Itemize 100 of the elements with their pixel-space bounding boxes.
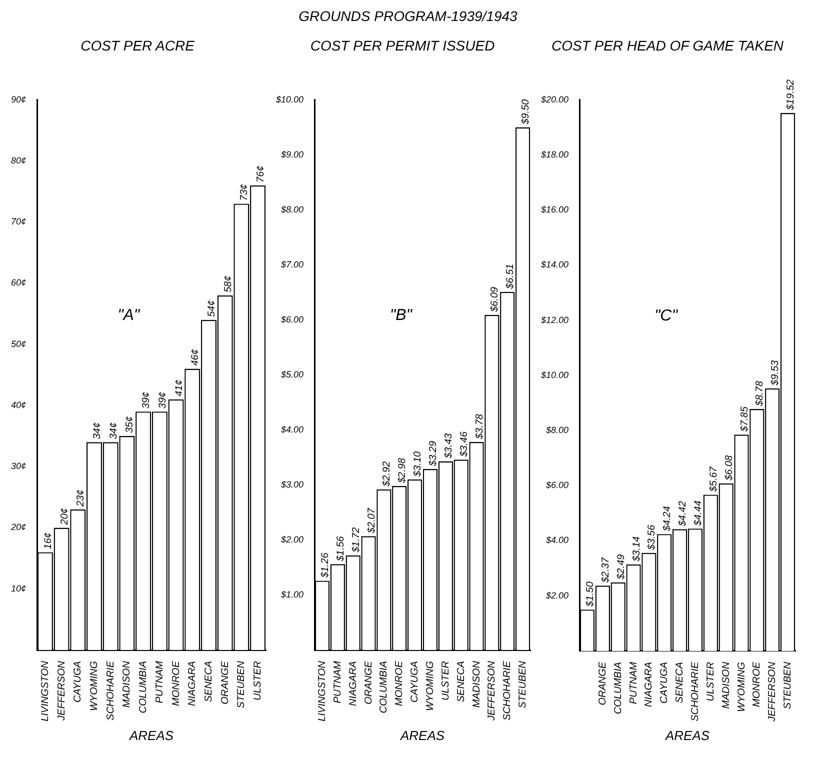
data-label: $1.26 bbox=[320, 552, 332, 579]
x-tick-label: ORANGE bbox=[363, 660, 374, 704]
x-tick-label: SCHOHARIE bbox=[502, 660, 514, 720]
data-label: $9.50 bbox=[520, 98, 532, 126]
data-label: 34¢ bbox=[108, 422, 120, 440]
x-tick-label: SCHOHARIE bbox=[690, 662, 702, 722]
x-tick-label: NIAGARA bbox=[348, 660, 359, 706]
data-label: 16¢ bbox=[42, 532, 54, 550]
data-label: 23¢ bbox=[76, 489, 87, 508]
data-label: 54¢ bbox=[206, 300, 218, 317]
x-tick-label: MONROE bbox=[752, 662, 763, 707]
data-label: $2.92 bbox=[382, 460, 393, 488]
data-label: $2.49 bbox=[616, 554, 627, 580]
data-label: $8.78 bbox=[754, 380, 766, 407]
x-tick-label: PUTNAM bbox=[628, 661, 640, 704]
y-tick-label: $10.00 bbox=[540, 370, 569, 380]
x-tick-label: ULSTER bbox=[705, 662, 716, 702]
x-tick-label: STEUBEN bbox=[782, 661, 794, 710]
data-label: $3.43 bbox=[443, 432, 454, 460]
x-tick-label: JEFFERSON bbox=[56, 660, 68, 722]
y-tick-label: $6.00 bbox=[280, 314, 304, 324]
y-tick-label: $2.00 bbox=[280, 534, 304, 544]
x-tick-label: STEUBEN bbox=[518, 660, 529, 708]
x-axis-title: AREAS bbox=[664, 728, 710, 743]
y-tick-label: 80¢ bbox=[10, 155, 26, 166]
y-tick-label: 40¢ bbox=[10, 400, 26, 410]
x-tick-label: SCHOHARIE bbox=[105, 660, 116, 720]
x-tick-label: CAYUGA bbox=[72, 660, 84, 703]
x-tick-label: ORANGE bbox=[597, 662, 608, 706]
data-label: 73¢ bbox=[239, 184, 250, 201]
y-tick-label: 60¢ bbox=[10, 278, 26, 288]
y-tick-label: $4.00 bbox=[544, 535, 569, 546]
x-tick-label: SENECA bbox=[456, 660, 467, 702]
x-tick-label: LIVINGSTON bbox=[40, 660, 51, 722]
y-tick-label: 30¢ bbox=[10, 461, 26, 472]
data-label: $4.24 bbox=[662, 506, 674, 532]
data-label: 58¢ bbox=[222, 275, 234, 292]
x-tick-label: MADISON bbox=[471, 660, 482, 708]
data-label: $19.52 bbox=[786, 79, 797, 112]
y-tick-label: $4.00 bbox=[280, 424, 304, 434]
data-label: $2.98 bbox=[397, 458, 408, 484]
x-tick-label: CAYUGA bbox=[659, 662, 670, 704]
data-label: $6.08 bbox=[724, 454, 735, 482]
annotation: "A" bbox=[118, 306, 141, 324]
annotation: "B" bbox=[390, 306, 414, 324]
y-tick-label: $2.00 bbox=[544, 590, 569, 600]
x-tick-label: SENECA bbox=[204, 660, 215, 702]
x-tick-label: MADISON bbox=[720, 661, 732, 709]
y-tick-label: 90¢ bbox=[10, 94, 26, 104]
x-tick-label: COLUMBIA bbox=[138, 660, 150, 714]
y-tick-label: $10.00 bbox=[274, 94, 304, 104]
chart-title: COST PER PERMIT ISSUED bbox=[310, 37, 495, 54]
x-tick-label: MADISON bbox=[122, 660, 133, 708]
x-tick-label: PUTNAM bbox=[154, 660, 166, 704]
data-label: $6.51 bbox=[505, 264, 516, 290]
data-label: $5.67 bbox=[708, 466, 720, 493]
x-tick-label: ULSTER bbox=[440, 661, 452, 700]
data-label: 39¢ bbox=[157, 391, 168, 409]
data-label: $9.53 bbox=[770, 360, 782, 386]
data-label: 39¢ bbox=[141, 391, 152, 409]
y-tick-label: 70¢ bbox=[10, 216, 26, 227]
chart-title: COST PER ACRE bbox=[80, 37, 196, 54]
y-tick-label: $20.00 bbox=[540, 94, 569, 104]
data-label: $2.37 bbox=[600, 557, 612, 584]
x-tick-label: NIAGARA bbox=[187, 660, 198, 706]
data-label: $6.09 bbox=[490, 286, 501, 313]
data-label: $4.42 bbox=[678, 500, 689, 528]
x-tick-label: STEUBEN bbox=[236, 660, 248, 708]
data-label: $1.50 bbox=[585, 581, 596, 608]
y-tick-label: $1.00 bbox=[280, 589, 304, 600]
x-tick-label: LIVINGSTON bbox=[317, 660, 328, 722]
x-tick-label: SENECA bbox=[674, 662, 686, 704]
y-tick-label: $12.00 bbox=[540, 314, 569, 325]
y-tick-label: 50¢ bbox=[10, 338, 26, 349]
data-label: 46¢ bbox=[190, 348, 202, 366]
y-tick-label: $7.00 bbox=[280, 259, 304, 270]
x-tick-label: MONROE bbox=[170, 660, 182, 706]
y-tick-label: 20¢ bbox=[10, 522, 26, 532]
y-tick-label: $3.00 bbox=[280, 479, 304, 490]
x-axis-title: AREAS bbox=[399, 728, 445, 743]
x-tick-label: ULSTER bbox=[252, 661, 264, 700]
y-tick-label: $8.00 bbox=[544, 424, 569, 435]
data-label: 41¢ bbox=[174, 379, 185, 396]
data-label: $3.14 bbox=[631, 536, 642, 562]
data-label: $3.10 bbox=[412, 450, 424, 478]
x-tick-label: JEFFERSON bbox=[767, 661, 778, 722]
text: GROUNDS PROGRAM-1939/1943 bbox=[298, 8, 518, 24]
x-axis-title: AREAS bbox=[128, 728, 174, 743]
data-label: $3.56 bbox=[646, 524, 658, 551]
x-tick-label: WYOMING bbox=[425, 660, 436, 712]
y-tick-label: $9.00 bbox=[280, 149, 304, 160]
y-tick-label: $8.00 bbox=[280, 204, 304, 214]
data-label: $1.72 bbox=[350, 526, 362, 554]
y-tick-label: $14.00 bbox=[540, 260, 569, 270]
chart-title: COST PER HEAD OF GAME TAKEN bbox=[551, 37, 784, 54]
data-label: $3.29 bbox=[428, 440, 440, 467]
x-tick-label: WYOMING bbox=[736, 662, 748, 712]
y-tick-label: 10¢ bbox=[10, 583, 26, 594]
data-label: 20¢ bbox=[59, 508, 70, 526]
x-tick-label: JEFFERSON bbox=[486, 660, 498, 722]
